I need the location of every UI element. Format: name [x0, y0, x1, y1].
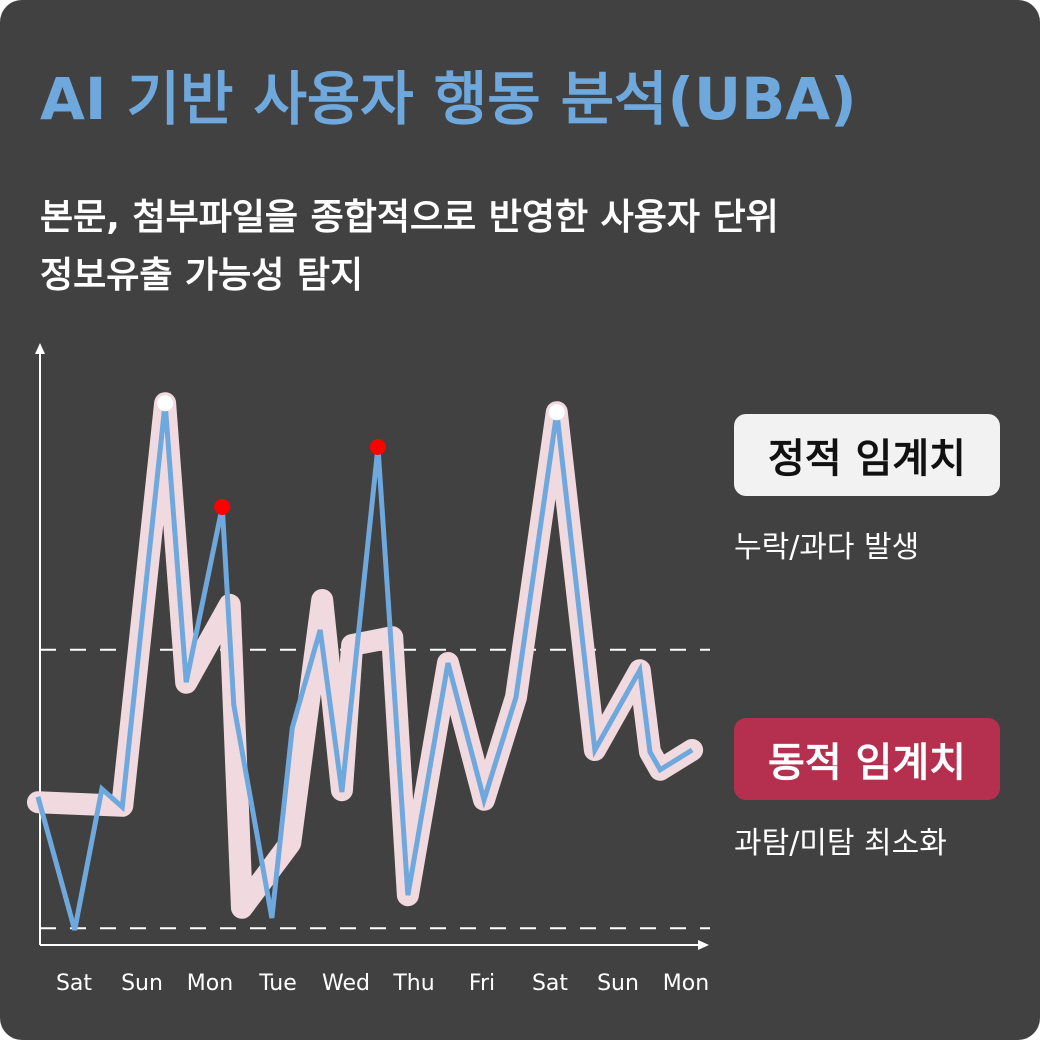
x-tick-label: Mon — [187, 971, 233, 996]
x-tick-label: Tue — [258, 971, 297, 996]
x-tick-label: Sat — [532, 971, 568, 996]
y-axis-arrow-icon — [35, 343, 45, 354]
subtitle-line-1: 본문, 첨부파일을 종합적으로 반영한 사용자 단위 — [40, 197, 779, 238]
x-tick-label: Sun — [597, 971, 639, 996]
x-tick-label: Thu — [392, 971, 434, 996]
x-tick-label: Wed — [322, 971, 370, 996]
static-threshold-badge: 정적 임계치 — [734, 414, 1000, 496]
alert-marker — [214, 499, 231, 515]
static-threshold-note: 누락/과다 발생 — [734, 530, 920, 565]
peak-marker — [157, 395, 174, 412]
dynamic-threshold-badge: 동적 임계치 — [734, 718, 1000, 800]
dynamic-threshold-note: 과탐/미탐 최소화 — [734, 826, 947, 861]
axes — [35, 343, 709, 950]
page-title: AI 기반 사용자 행동 분석(UBA) — [40, 65, 857, 133]
x-tick-label: Sat — [56, 971, 92, 996]
x-tick-label: Sun — [121, 971, 163, 996]
activity-line — [35, 402, 694, 931]
x-tick-label: Mon — [663, 971, 709, 996]
alert-marker — [369, 439, 386, 455]
x-tick-label: Fri — [469, 971, 495, 996]
subtitle-line-2: 정보유출 가능성 탐지 — [40, 255, 364, 296]
x-axis-arrow-icon — [698, 940, 709, 950]
peak-marker — [548, 404, 565, 421]
